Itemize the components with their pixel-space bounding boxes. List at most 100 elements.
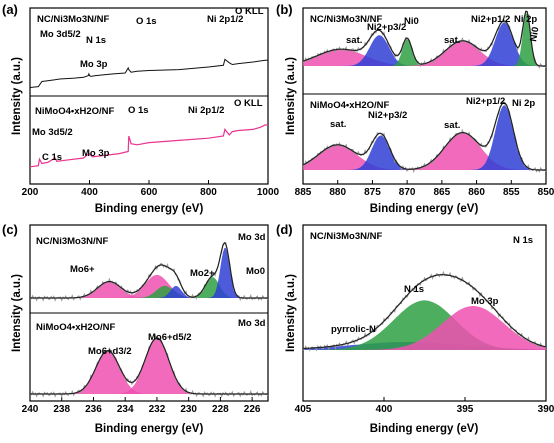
panel-b-top-ni2p32: Ni2+p3/2 bbox=[367, 22, 406, 33]
panel-a-bottom-title: NiMoO4•xH2O/NF bbox=[35, 106, 115, 117]
fitted-peak bbox=[303, 105, 546, 170]
panel-c-y-label: Intensity (a.u.) bbox=[11, 274, 23, 352]
panel-c-x-label: Binding energy (eV) bbox=[95, 423, 204, 435]
panel-b-top-ni2p: Ni 2p bbox=[514, 14, 537, 25]
panel-a-top-n1s: N 1s bbox=[86, 35, 106, 46]
panel-a-bottom-c1s: C 1s bbox=[42, 152, 62, 163]
raw-spectrum bbox=[302, 270, 547, 352]
fitted-peak bbox=[30, 274, 268, 298]
panel-a-bottom-spectrum bbox=[29, 124, 268, 168]
panel-a-bottom-ni2p: Ni 2p1/2 bbox=[188, 105, 224, 116]
x-tick-label: 885 bbox=[295, 187, 312, 198]
x-tick-label: 400 bbox=[376, 404, 393, 415]
panel-c-top-mo0: Mo0 bbox=[246, 266, 265, 277]
panel-c-bottom-title: NiMoO4•xH2O/NF bbox=[36, 322, 116, 333]
panel-a-top-o1s: O 1s bbox=[136, 16, 157, 27]
panel-a-top-ni2p: Ni 2p1/2 bbox=[207, 14, 243, 25]
x-tick-label: 226 bbox=[244, 404, 261, 415]
panel-b-top-fit bbox=[302, 10, 547, 69]
fit-envelope bbox=[30, 242, 268, 299]
panel-c-top-title: NC/Ni3Mo3N/NF bbox=[36, 236, 109, 247]
x-tick-label: 860 bbox=[468, 187, 485, 198]
x-tick-label: 1000 bbox=[257, 187, 280, 198]
panel-a-top-title: NC/Ni3Mo3N/NF bbox=[37, 14, 110, 25]
raw-spectrum bbox=[302, 100, 547, 174]
fitted-peak bbox=[303, 35, 546, 66]
panel-b-top-sat2: sat. bbox=[444, 35, 460, 46]
panel-b-top-ni0a: Ni0 bbox=[404, 16, 419, 27]
panel-b-x-ticks: 885 880 875 870 865 860 855 850 bbox=[295, 180, 554, 198]
panel-a-x-label: Binding energy (eV) bbox=[95, 203, 204, 215]
panel-b-x-label: Binding energy (eV) bbox=[370, 203, 479, 215]
panel-d-pyrrolic: pyrrolic-N bbox=[331, 324, 376, 335]
panel-b-bottom-fit bbox=[302, 100, 547, 174]
panel-b-top-ni0b: Ni0 bbox=[528, 26, 541, 42]
panel-b-bottom-sat2: sat. bbox=[444, 120, 460, 131]
fitted-peak bbox=[30, 277, 268, 298]
panel-c-bottom-mo3d: Mo 3d bbox=[238, 318, 266, 329]
panel-d-mo3p: Mo 3p bbox=[471, 296, 499, 307]
panel-a-label: (a) bbox=[2, 2, 18, 17]
panel-b-top-title: NC/Ni3Mo3N/NF bbox=[310, 14, 383, 25]
panel-b-y-label: Intensity (a.u.) bbox=[285, 57, 297, 135]
fit-envelope bbox=[302, 274, 547, 350]
x-tick-label: 236 bbox=[85, 404, 102, 415]
x-tick-label: 855 bbox=[503, 187, 520, 198]
fitted-peak bbox=[303, 300, 546, 350]
fitted-peak bbox=[30, 350, 268, 394]
panel-c-top-fit bbox=[29, 241, 269, 302]
x-tick-label: 234 bbox=[117, 404, 134, 415]
x-tick-label: 390 bbox=[538, 404, 554, 415]
panel-a-bottom-okll: O KLL bbox=[234, 98, 263, 109]
x-tick-label: 405 bbox=[295, 404, 312, 415]
panel-c-bottom-fit bbox=[29, 334, 269, 399]
panel-c-top-mo6: Mo6+ bbox=[70, 264, 95, 275]
x-tick-label: 400 bbox=[81, 187, 98, 198]
x-tick-label: 870 bbox=[399, 187, 416, 198]
x-tick-label: 232 bbox=[149, 404, 166, 415]
panel-d-x-label: Binding energy (eV) bbox=[370, 423, 479, 435]
panel-c-bottom-mo6d32: Mo6+d3/2 bbox=[88, 346, 132, 357]
x-tick-label: 880 bbox=[329, 187, 346, 198]
panel-b: (b) 885 880 875 870 865 860 855 850 NC/Ni3Mo3N/… bbox=[276, 2, 554, 215]
fitted-peak bbox=[303, 40, 546, 66]
panel-b-bottom-title: NiMoO4•xH2O/NF bbox=[310, 100, 390, 111]
panel-b-top-ni2p12: Ni2+p1/2 bbox=[471, 14, 510, 25]
panel-d-y-label: Intensity (a.u.) bbox=[285, 274, 297, 352]
x-tick-label: 238 bbox=[53, 404, 70, 415]
fitted-peak bbox=[303, 144, 546, 170]
panel-a-top-mo3d: Mo 3d5/2 bbox=[40, 29, 81, 40]
panel-a-top-mo3p: Mo 3p bbox=[80, 59, 108, 70]
panel-d-fit bbox=[302, 270, 547, 352]
x-tick-label: 395 bbox=[457, 404, 474, 415]
x-tick-label: 850 bbox=[538, 187, 554, 198]
fitted-peak bbox=[30, 338, 268, 394]
panel-a: (a) 200 400 600 800 1000 NC/Ni3Mo3N/NF Mo 3d… bbox=[2, 2, 280, 215]
x-tick-label: 200 bbox=[22, 187, 39, 198]
fitted-peak bbox=[303, 306, 546, 350]
x-tick-label: 865 bbox=[434, 187, 451, 198]
panel-c-x-ticks: 240 238 236 234 232 230 228 226 bbox=[22, 397, 261, 415]
panel-a-y-label: Intensity (a.u.) bbox=[11, 57, 23, 135]
panel-d-n1s-corner: N 1s bbox=[513, 235, 533, 246]
fit-envelope bbox=[302, 10, 546, 67]
panel-d-title: NC/Ni3Mo3N/NF bbox=[310, 231, 383, 242]
panel-c-top-mo2: Mo2+ bbox=[190, 268, 215, 279]
panel-b-bottom-ni2p32: Ni2+p3/2 bbox=[368, 110, 407, 121]
panel-b-bottom-sat1: sat. bbox=[330, 119, 346, 130]
panel-c-bottom-mo6d52: Mo6+d5/2 bbox=[148, 332, 192, 343]
panel-d-n1s: N 1s bbox=[404, 284, 424, 295]
panel-b-bottom-ni2p12: Ni2+p1/2 bbox=[466, 96, 505, 107]
fit-envelope bbox=[302, 101, 546, 171]
x-tick-label: 230 bbox=[180, 404, 197, 415]
panel-c-label: (c) bbox=[2, 222, 18, 237]
panel-d: (d) 405 400 395 390 NC/Ni3Mo3N/NF N 1s N 1s… bbox=[276, 222, 554, 435]
fitted-peak bbox=[30, 247, 268, 298]
panel-b-frame bbox=[302, 7, 547, 185]
panel-a-top-spectrum bbox=[29, 58, 268, 88]
panel-a-x-ticks: 200 400 600 800 1000 bbox=[22, 180, 280, 198]
panel-a-bottom-mo3p: Mo 3p bbox=[82, 148, 110, 159]
fitted-peak bbox=[303, 132, 546, 170]
raw-spectrum bbox=[302, 10, 547, 69]
